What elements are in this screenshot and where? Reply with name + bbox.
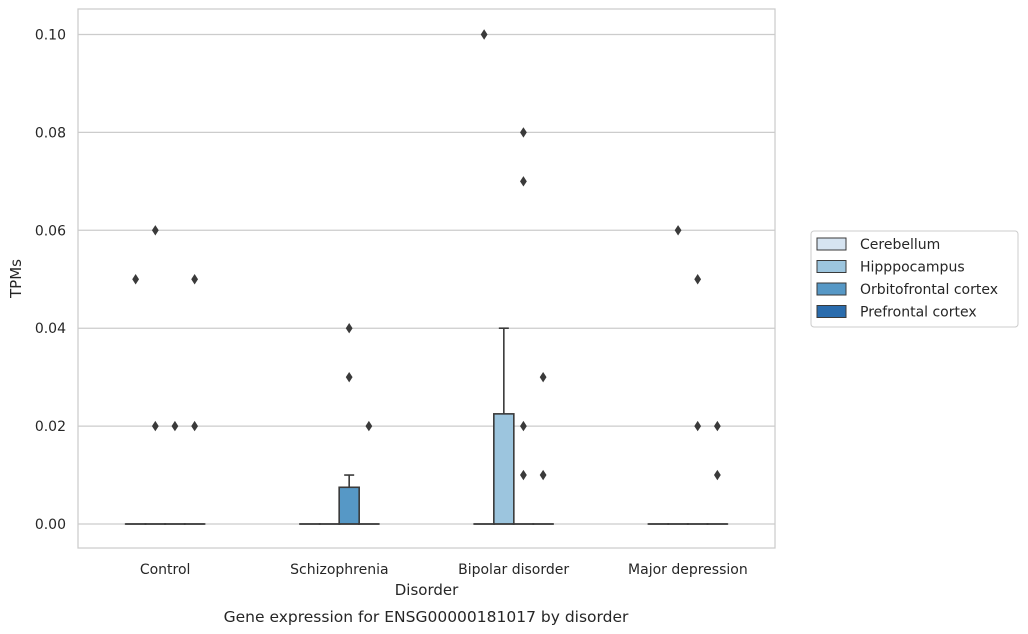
y-tick-label: 0.08	[35, 125, 66, 141]
legend-frame	[810, 230, 1019, 328]
legend-label: Hipppocampus	[860, 260, 965, 276]
outlier-point	[480, 29, 488, 40]
outlier-point	[345, 323, 353, 334]
box-hipppocampus	[493, 327, 515, 525]
outlier-points	[132, 29, 721, 481]
legend-label: Prefrontal cortex	[860, 305, 977, 321]
box-plot-series	[124, 327, 729, 525]
outlier-point	[520, 176, 527, 187]
outlier-point	[520, 420, 527, 432]
y-tick-label: 0.10	[35, 28, 66, 44]
outlier-point	[151, 420, 159, 432]
legend-swatch	[816, 260, 847, 273]
plot-frame	[77, 8, 776, 549]
x-tick-label: Bipolar disorder	[458, 562, 569, 578]
box-body	[493, 413, 515, 525]
outlier-point	[674, 225, 682, 236]
outlier-point	[365, 420, 373, 432]
y-tick-label: 0.06	[35, 223, 66, 239]
legend-swatch	[816, 237, 847, 251]
legend-label: Orbitofrontal cortex	[860, 282, 998, 298]
outlier-point	[713, 420, 721, 432]
y-tick-label: 0.02	[35, 419, 66, 435]
x-axis-tick-labels: Control Schizophrenia Bipolar disorder Majo…	[140, 562, 748, 578]
legend: Cerebellum Hipppocampus Orbitofrontal cort…	[810, 230, 1019, 328]
legend-swatch	[816, 305, 847, 318]
outlier-point	[345, 371, 353, 383]
chart-caption: Gene expression for ENSG00000181017 by d…	[224, 608, 629, 626]
outlier-point	[171, 420, 179, 432]
outlier-point	[520, 127, 527, 138]
x-tick-label: Schizophrenia	[290, 562, 388, 578]
x-tick-label: Major depression	[628, 562, 748, 578]
outlier-point	[191, 420, 199, 432]
outlier-point	[151, 225, 159, 236]
outlier-point	[713, 469, 721, 481]
y-axis-tick-labels: 0.00 0.02 0.04 0.06 0.08 0.10	[35, 28, 66, 534]
x-tick-label: Control	[140, 562, 191, 578]
outlier-point	[520, 469, 527, 481]
y-axis-title: TPMs	[7, 259, 25, 299]
box-orbitofrontal-cortex	[338, 474, 360, 525]
x-axis-title: Disorder	[395, 581, 459, 599]
outlier-point	[694, 274, 702, 285]
legend-label: Cerebellum	[860, 237, 940, 253]
outlier-point	[132, 274, 140, 285]
y-tick-label: 0.00	[35, 517, 66, 533]
outlier-point	[191, 274, 199, 285]
outlier-point	[694, 420, 702, 432]
legend-swatch	[816, 282, 847, 296]
outlier-point	[539, 469, 547, 481]
outlier-point	[539, 371, 547, 383]
y-tick-label: 0.04	[35, 321, 66, 337]
box-body	[338, 486, 360, 525]
gridlines	[78, 33, 775, 525]
